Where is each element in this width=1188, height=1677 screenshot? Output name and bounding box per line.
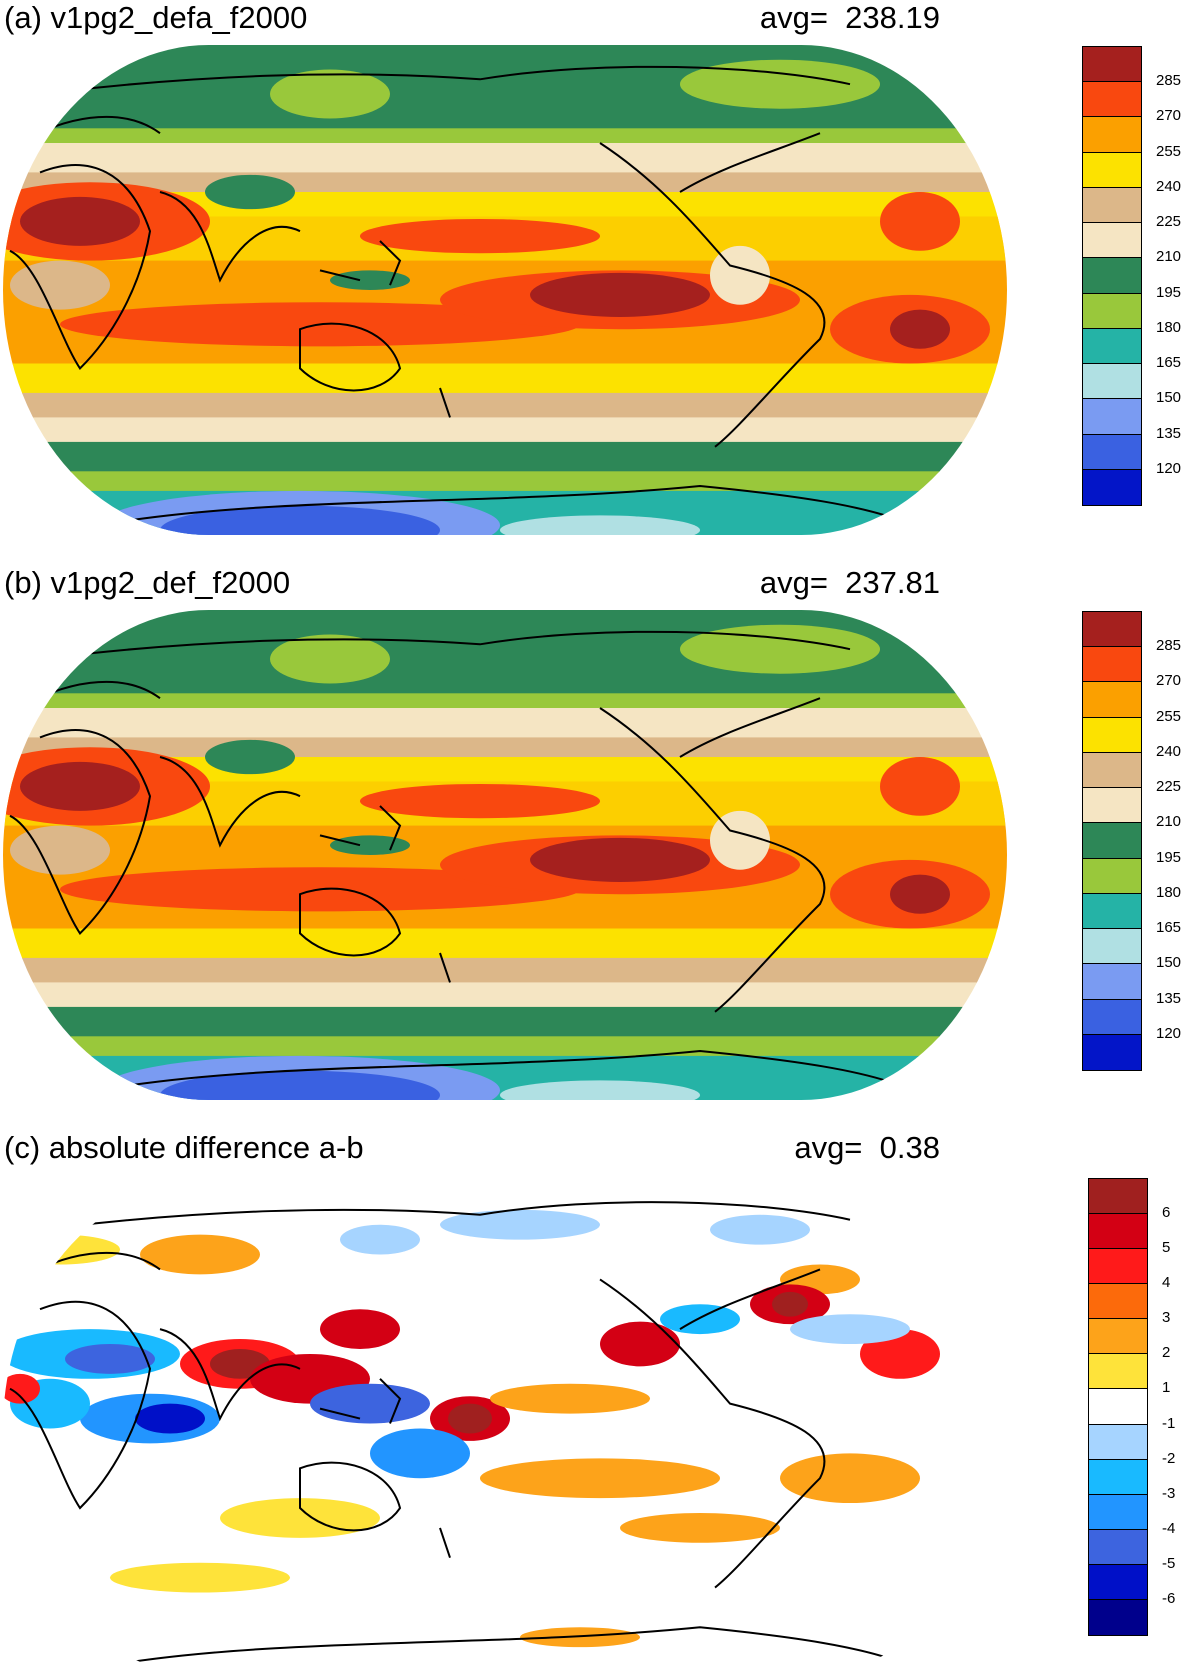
colorbar-swatch <box>1089 1424 1147 1460</box>
colorbar-label: 225 <box>1156 213 1182 231</box>
colorbar-swatch <box>1089 1214 1147 1250</box>
colorbar-swatch <box>1083 364 1141 400</box>
colorbar-swatch <box>1083 328 1141 365</box>
colorbar-label: -3 <box>1162 1484 1176 1502</box>
colorbar-swatch <box>1083 223 1141 259</box>
map-a <box>3 45 1007 535</box>
colorbar-label: 240 <box>1156 742 1182 760</box>
colorbar-swatch <box>1083 999 1141 1035</box>
colorbar-swatch <box>1089 1249 1147 1285</box>
colorbar-label: 3 <box>1162 1309 1171 1327</box>
colorbar-swatch <box>1083 964 1141 1000</box>
colorbar-label: 285 <box>1156 637 1182 655</box>
colorbar-label: -2 <box>1162 1449 1176 1467</box>
avg-label: avg= <box>759 565 828 600</box>
colorbar-swatch <box>1089 1564 1147 1600</box>
colorbar-label: 255 <box>1156 142 1182 160</box>
colorbar-swatch <box>1089 1494 1147 1530</box>
colorbar-label: 165 <box>1156 919 1182 937</box>
colorbar-swatch <box>1089 1284 1147 1320</box>
colorbar-label: 255 <box>1156 707 1182 725</box>
colorbar-swatch <box>1083 1034 1141 1070</box>
colorbar-label: 270 <box>1156 672 1182 690</box>
avg-value: 0.38 <box>879 1130 940 1165</box>
colorbar-label: 135 <box>1156 424 1182 442</box>
panel-average: avg= 0.38 <box>794 1130 940 1166</box>
panel-title: (b) v1pg2_def_f2000 <box>4 565 291 600</box>
colorbar-swatch <box>1089 1179 1147 1215</box>
colorbar-swatch <box>1083 788 1141 824</box>
colorbar-label: 6 <box>1162 1204 1171 1222</box>
colorbar-label: 195 <box>1156 283 1182 301</box>
colorbar-label: 240 <box>1156 177 1182 195</box>
colorbar-swatch <box>1083 117 1141 153</box>
colorbar-label: -5 <box>1162 1554 1176 1572</box>
colorbar-swatch <box>1083 647 1141 683</box>
colorbar-swatch <box>1089 1319 1147 1355</box>
panel-c: (c) absolute difference a-b avg= 0.38 6 5… <box>0 1130 1188 1677</box>
map-b <box>3 610 1007 1100</box>
colorbar-label: 210 <box>1156 813 1182 831</box>
panel-a: (a) v1pg2_defa_f2000 avg= 238.19 285 270 2… <box>0 0 1188 535</box>
colorbar-swatch <box>1083 187 1141 224</box>
avg-value: 238.19 <box>845 0 940 35</box>
avg-value: 237.81 <box>845 565 940 600</box>
colorbar-label: 150 <box>1156 954 1182 972</box>
colorbar-swatch <box>1083 893 1141 930</box>
colorbar-swatch <box>1083 469 1141 505</box>
colorbar-b <box>1082 611 1142 1071</box>
colorbar-swatch <box>1083 682 1141 718</box>
colorbar-swatch <box>1083 82 1141 118</box>
panel-title: (a) v1pg2_defa_f2000 <box>4 0 308 35</box>
map-c <box>3 1180 1007 1677</box>
colorbar-swatch <box>1083 434 1141 470</box>
colorbar-label: 180 <box>1156 318 1182 336</box>
avg-label: avg= <box>794 1130 863 1165</box>
colorbar-label: 225 <box>1156 778 1182 796</box>
colorbar-label: 165 <box>1156 354 1182 372</box>
colorbar-label: 135 <box>1156 989 1182 1007</box>
colorbar-label: 120 <box>1156 459 1182 477</box>
colorbar-swatch <box>1083 823 1141 859</box>
colorbar-a <box>1082 46 1142 506</box>
colorbar-label: 120 <box>1156 1024 1182 1042</box>
colorbar-swatch <box>1089 1354 1147 1390</box>
colorbar-label: 4 <box>1162 1274 1171 1292</box>
panel-title: (c) absolute difference a-b <box>4 1130 364 1165</box>
colorbar-label: 270 <box>1156 107 1182 125</box>
colorbar-label: 150 <box>1156 389 1182 407</box>
panel-b: (b) v1pg2_def_f2000 avg= 237.81 285 270 25… <box>0 565 1188 1100</box>
colorbar-swatch <box>1083 612 1141 648</box>
colorbar-label: -4 <box>1162 1519 1176 1537</box>
colorbar-swatch <box>1089 1459 1147 1495</box>
colorbar-swatch <box>1083 752 1141 789</box>
avg-label: avg= <box>759 0 828 35</box>
colorbar-label: 195 <box>1156 848 1182 866</box>
colorbar-label: 1 <box>1162 1379 1171 1397</box>
colorbar-swatch <box>1083 258 1141 294</box>
colorbar-swatch <box>1083 293 1141 329</box>
colorbar-label: 180 <box>1156 883 1182 901</box>
colorbar-swatch <box>1089 1389 1147 1425</box>
colorbar-label: 5 <box>1162 1239 1171 1257</box>
colorbar-label: -1 <box>1162 1414 1176 1432</box>
colorbar-label: -6 <box>1162 1589 1176 1607</box>
colorbar-label: 2 <box>1162 1344 1171 1362</box>
colorbar-label: 285 <box>1156 72 1182 90</box>
panel-average: avg= 238.19 <box>760 0 940 36</box>
colorbar-swatch <box>1083 929 1141 965</box>
colorbar-swatch <box>1083 399 1141 435</box>
colorbar-swatch <box>1089 1599 1147 1635</box>
colorbar-swatch <box>1083 858 1141 894</box>
colorbar-c <box>1088 1178 1148 1636</box>
colorbar-label: 210 <box>1156 248 1182 266</box>
colorbar-swatch <box>1083 717 1141 753</box>
colorbar-swatch <box>1089 1529 1147 1565</box>
colorbar-swatch <box>1083 47 1141 83</box>
colorbar-swatch <box>1083 152 1141 188</box>
panel-average: avg= 237.81 <box>760 565 940 601</box>
